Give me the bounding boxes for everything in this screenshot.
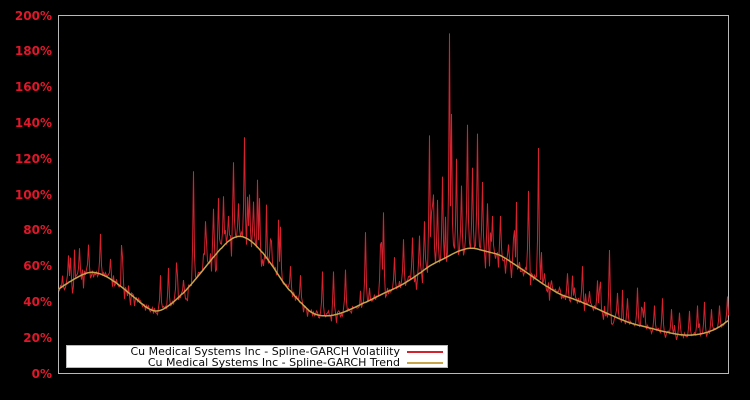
y-axis: 0% 20% 40% 60% 80% 100% 120% 140% 160% 180% 200% bbox=[0, 0, 52, 400]
legend-volatility-line-icon bbox=[407, 350, 443, 353]
y-axis-tick-label: 20% bbox=[23, 330, 52, 345]
y-axis-tick-label: 200% bbox=[14, 8, 52, 23]
legend-label-volatility: Cu Medical Systems Inc - Spline-GARCH Vo… bbox=[130, 345, 400, 358]
trend-series-line bbox=[58, 235, 729, 336]
y-axis-tick-label: 140% bbox=[14, 115, 52, 130]
y-axis-tick-label: 80% bbox=[23, 223, 52, 238]
y-axis-tick-label: 180% bbox=[14, 44, 52, 59]
legend-item-trend: Cu Medical Systems Inc - Spline-GARCH Tr… bbox=[67, 357, 447, 368]
legend-trend-line-icon bbox=[407, 361, 443, 364]
y-axis-tick-label: 100% bbox=[14, 187, 52, 202]
legend-label-trend: Cu Medical Systems Inc - Spline-GARCH Tr… bbox=[147, 356, 400, 369]
y-axis-tick-label: 40% bbox=[23, 294, 52, 309]
y-axis-tick-label: 0% bbox=[31, 366, 52, 381]
y-axis-tick-label: 160% bbox=[14, 80, 52, 95]
legend: Cu Medical Systems Inc - Spline-GARCH Vo… bbox=[66, 345, 448, 368]
y-axis-tick-label: 120% bbox=[14, 151, 52, 166]
legend-item-volatility: Cu Medical Systems Inc - Spline-GARCH Vo… bbox=[67, 346, 447, 357]
plot-border bbox=[58, 15, 729, 374]
y-axis-tick-label: 60% bbox=[23, 259, 52, 274]
volatility-series-line bbox=[58, 33, 729, 341]
